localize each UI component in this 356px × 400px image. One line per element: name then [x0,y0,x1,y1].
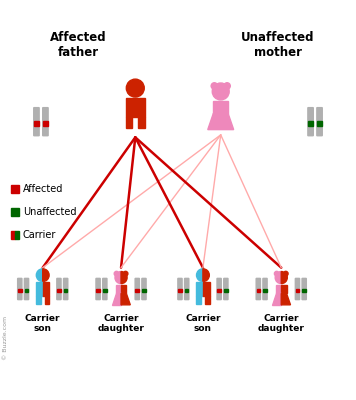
Bar [196,282,203,296]
Bar [116,284,121,294]
Bar [296,289,299,292]
Bar [11,208,19,216]
Polygon shape [208,114,234,130]
Wedge shape [126,271,128,276]
Wedge shape [275,272,281,284]
Text: Affected
father: Affected father [50,31,107,59]
FancyBboxPatch shape [63,278,68,300]
Circle shape [212,83,229,100]
Text: Carrier
daughter: Carrier daughter [98,314,145,333]
FancyBboxPatch shape [56,278,62,300]
Wedge shape [123,271,126,276]
Bar [18,289,22,292]
Wedge shape [197,269,203,282]
Bar [103,289,106,292]
Text: Carrier: Carrier [23,230,56,240]
FancyBboxPatch shape [307,107,314,136]
Bar [36,282,43,296]
Text: Carrier
son: Carrier son [185,314,221,333]
Bar [203,282,210,296]
FancyBboxPatch shape [262,278,268,300]
Wedge shape [283,271,286,276]
Wedge shape [43,269,49,282]
FancyBboxPatch shape [42,107,49,136]
Text: © Buzzle.com: © Buzzle.com [3,316,8,360]
Bar [11,231,15,239]
Bar [276,284,281,294]
Bar [178,289,182,292]
Bar [126,98,145,117]
Bar [218,289,221,292]
Wedge shape [274,271,277,276]
Bar [196,296,201,304]
FancyBboxPatch shape [295,278,300,300]
Wedge shape [286,271,288,276]
FancyBboxPatch shape [223,278,229,300]
FancyBboxPatch shape [23,278,29,300]
Bar [25,289,28,292]
Bar [317,122,322,126]
Bar [281,284,287,294]
Polygon shape [121,294,130,305]
FancyBboxPatch shape [141,278,147,300]
Bar [185,289,188,292]
Text: Carrier
daughter: Carrier daughter [258,314,305,333]
Bar [224,289,227,292]
Bar [213,101,228,114]
Text: Affected: Affected [23,184,63,194]
Wedge shape [277,271,279,276]
Wedge shape [36,269,43,282]
FancyBboxPatch shape [33,107,40,136]
FancyBboxPatch shape [216,278,222,300]
Bar [96,289,100,292]
Text: Unaffected: Unaffected [23,207,76,217]
Bar [11,185,19,193]
Text: Unaffected
mother: Unaffected mother [241,31,314,59]
Bar [36,296,41,304]
Bar [126,117,132,128]
Circle shape [211,83,218,89]
FancyBboxPatch shape [184,278,189,300]
Bar [303,289,306,292]
Wedge shape [115,272,121,284]
FancyBboxPatch shape [95,278,101,300]
Bar [121,284,126,294]
Bar [57,289,61,292]
Bar [45,296,49,304]
Wedge shape [121,272,127,284]
Bar [142,289,146,292]
Bar [15,231,19,239]
FancyBboxPatch shape [256,278,261,300]
Bar [43,122,48,126]
FancyBboxPatch shape [17,278,23,300]
Bar [263,289,267,292]
Bar [34,122,39,126]
Bar [205,296,210,304]
FancyBboxPatch shape [102,278,108,300]
FancyBboxPatch shape [177,278,183,300]
Bar [308,122,313,126]
Circle shape [224,83,230,89]
Wedge shape [114,271,116,276]
Wedge shape [281,272,287,284]
Text: Carrier
son: Carrier son [25,314,61,333]
Bar [138,117,145,128]
Wedge shape [203,269,209,282]
Bar [43,282,49,296]
FancyBboxPatch shape [135,278,140,300]
Polygon shape [281,294,290,305]
Polygon shape [272,294,281,305]
Wedge shape [116,271,119,276]
Bar [136,289,139,292]
Bar [64,289,67,292]
FancyBboxPatch shape [316,107,323,136]
FancyBboxPatch shape [301,278,307,300]
Bar [257,289,260,292]
Polygon shape [112,294,121,305]
Circle shape [126,79,144,97]
